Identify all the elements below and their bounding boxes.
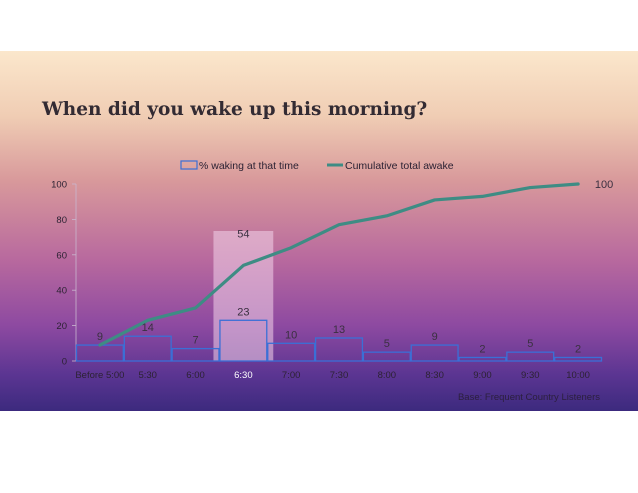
bar-value-label: 9 <box>432 331 438 343</box>
line-point <box>481 195 484 198</box>
y-tick-label: 100 <box>51 180 67 191</box>
x-tick-label: 7:00 <box>282 370 301 381</box>
bar-value-label: 5 <box>527 338 533 350</box>
bar-value-label: 23 <box>237 306 249 318</box>
bar-value-label: 9 <box>97 331 103 343</box>
line-value-label: 54 <box>237 228 249 240</box>
x-tick-label: 10:00 <box>566 370 590 381</box>
x-tick-label: 9:00 <box>473 370 492 381</box>
line-value-label: 100 <box>595 179 613 191</box>
legend-swatch-bars <box>180 160 198 170</box>
bar <box>554 356 603 362</box>
slide-title: When did you wake up this morning? <box>42 99 428 120</box>
y-tick-label: 0 <box>62 357 67 368</box>
bar <box>123 335 172 362</box>
bar <box>75 344 124 362</box>
cumulative-line <box>98 182 580 347</box>
line-point <box>576 182 580 186</box>
y-tick-label: 20 <box>56 321 67 332</box>
highlight-band <box>213 231 274 361</box>
x-tick-label: 7:30 <box>330 370 349 381</box>
bar-value-label: 5 <box>384 338 390 350</box>
x-tick-label: 6:30 <box>234 370 253 381</box>
bar-value-label: 2 <box>575 343 581 355</box>
bar-value-label: 2 <box>479 343 485 355</box>
bar <box>314 337 364 362</box>
bar-value-label: 10 <box>285 329 297 341</box>
x-tick-label: 8:30 <box>425 370 444 381</box>
line-point <box>146 319 149 322</box>
bar-value-label: 14 <box>142 322 154 334</box>
legend-label-bars: % waking at that time <box>199 160 299 172</box>
bar <box>362 351 411 362</box>
bar <box>410 344 459 362</box>
bar-value-label: 7 <box>192 335 198 347</box>
y-tick-label: 40 <box>56 286 67 297</box>
bar <box>506 351 555 362</box>
line-point <box>337 223 341 226</box>
line-point <box>242 264 245 267</box>
x-tick-label: 8:00 <box>378 370 397 381</box>
bar <box>458 356 507 362</box>
chart-legend: % waking at that time Cumulative total aw… <box>180 160 454 172</box>
line-point <box>385 214 389 218</box>
line-point <box>98 343 102 347</box>
line-point <box>433 198 436 202</box>
legend-label-line: Cumulative total awake <box>345 160 454 172</box>
line-point <box>529 186 532 189</box>
y-tick-label: 60 <box>56 250 67 261</box>
line-point <box>194 306 197 310</box>
bar-value-label: 13 <box>333 324 345 336</box>
slide-background <box>0 51 638 411</box>
x-tick-label: 6:00 <box>186 370 205 381</box>
bar <box>171 347 220 362</box>
y-tick-label: 80 <box>56 215 67 226</box>
base-note: Base: Frequent Country Listeners <box>457 392 600 403</box>
line-point <box>289 246 293 249</box>
x-tick-label: Before 5:00 <box>75 370 124 381</box>
bar <box>219 319 268 362</box>
x-tick-label: 5:30 <box>138 370 157 381</box>
bar <box>267 342 316 362</box>
x-tick-label: 9:30 <box>521 370 540 381</box>
